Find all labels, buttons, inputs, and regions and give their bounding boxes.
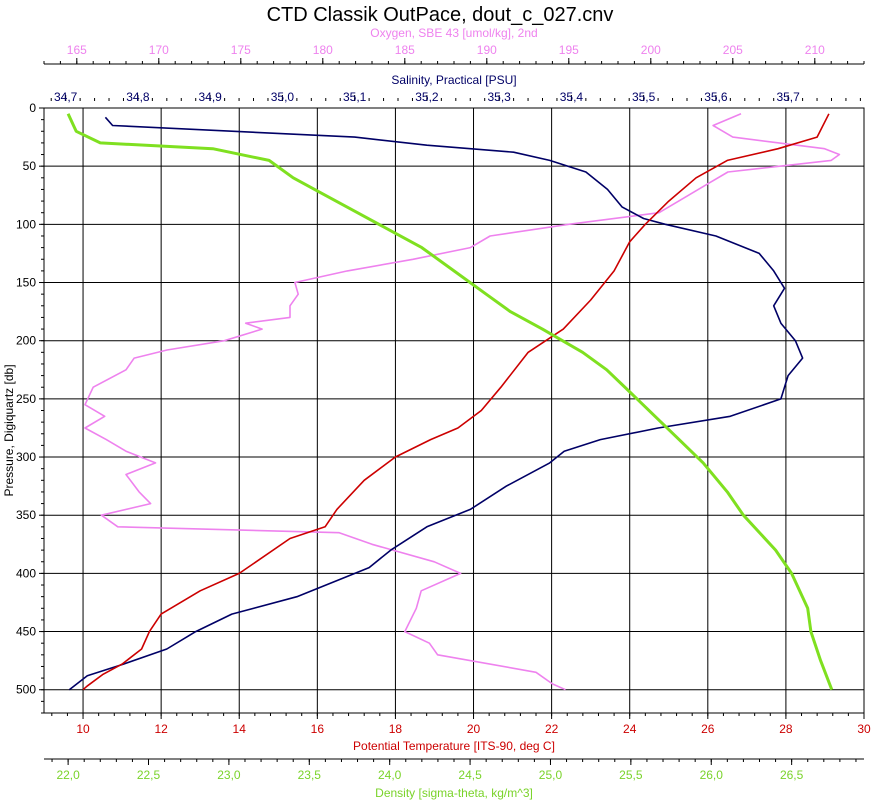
- oxygen-tick-label: 200: [641, 43, 661, 57]
- oxygen-tick-label: 190: [477, 43, 497, 57]
- salinity-tick-label: 35,2: [415, 90, 439, 104]
- density-tick-label: 26,5: [780, 768, 804, 782]
- y-tick-label: 400: [16, 566, 36, 580]
- oxygen-tick-label: 175: [231, 43, 251, 57]
- salinity-tick-label: 35,5: [632, 90, 656, 104]
- y-tick-label: 300: [16, 450, 36, 464]
- oxygen-tick-label: 165: [67, 43, 87, 57]
- salinity-axis-title: Salinity, Practical [PSU]: [391, 73, 516, 87]
- salinity-tick-label: 35,1: [343, 90, 367, 104]
- y-tick-label: 450: [16, 625, 36, 639]
- salinity-tick-label: 34,8: [126, 90, 150, 104]
- salinity-tick-label: 34,9: [198, 90, 222, 104]
- temperature-axis-title: Potential Temperature [ITS-90, deg C]: [353, 739, 555, 753]
- density-tick-label: 23,0: [217, 768, 241, 782]
- oxygen-tick-label: 185: [395, 43, 415, 57]
- axes-layer: 0 50 100 150 200 250 300 350 400 450 500 Pressure, …: [2, 26, 871, 800]
- temperature-tick-label: 12: [154, 722, 168, 736]
- chart-title: CTD Classik OutPace, dout_c_027.cnv: [267, 4, 614, 26]
- y-tick-label: 50: [23, 159, 37, 173]
- temperature-tick-label: 22: [545, 722, 559, 736]
- plot-frame: [43, 107, 865, 714]
- salinity-tick-label: 35,0: [271, 90, 295, 104]
- temperature-tick-label: 26: [701, 722, 715, 736]
- salinity-tick-label: 35,3: [487, 90, 511, 104]
- temperature-tick-label: 20: [467, 722, 481, 736]
- y-tick-label: 200: [16, 334, 36, 348]
- oxygen-tick-label: 195: [559, 43, 579, 57]
- temperature-tick-label: 28: [779, 722, 793, 736]
- oxygen-tick-label: 170: [149, 43, 169, 57]
- series-layer: [66, 113, 841, 691]
- salinity-tick-label: 35,7: [776, 90, 800, 104]
- temperature-tick-label: 18: [389, 722, 403, 736]
- temperature-tick-label: 16: [311, 722, 325, 736]
- oxygen-tick-label: 180: [313, 43, 333, 57]
- oxygen-tick-label: 210: [805, 43, 825, 57]
- density-tick-label: 25,0: [539, 768, 563, 782]
- density-tick-label: 22,5: [137, 768, 161, 782]
- density-tick-label: 24,5: [458, 768, 482, 782]
- density-tick-label: 23,5: [298, 768, 322, 782]
- oxygen-tick-label: 205: [723, 43, 743, 57]
- y-tick-label: 150: [16, 276, 36, 290]
- y-tick-label: 100: [16, 217, 36, 231]
- temperature-tick-label: 10: [76, 722, 90, 736]
- y-tick-label: 250: [16, 392, 36, 406]
- y-tick-label: 0: [29, 101, 36, 115]
- y-tick-label: 350: [16, 508, 36, 522]
- temperature-series-line: [82, 113, 830, 691]
- density-series-line: [66, 113, 834, 691]
- density-axis-title: Density [sigma-theta, kg/m^3]: [375, 786, 533, 800]
- density-tick-label: 26,0: [700, 768, 724, 782]
- y-tick-label: 500: [16, 683, 36, 697]
- salinity-tick-label: 34,7: [54, 90, 78, 104]
- y-axis-title: Pressure, Digiquartz [db]: [2, 364, 16, 496]
- density-tick-label: 24,0: [378, 768, 402, 782]
- density-tick-label: 22,0: [56, 768, 80, 782]
- salinity-series-line: [68, 116, 804, 691]
- density-tick-label: 25,5: [619, 768, 643, 782]
- temperature-tick-label: 24: [623, 722, 637, 736]
- salinity-tick-label: 35,4: [560, 90, 584, 104]
- grid-layer: [44, 108, 864, 713]
- oxygen-axis-title: Oxygen, SBE 43 [umol/kg], 2nd: [370, 26, 537, 40]
- oxygen-series-line: [84, 113, 841, 691]
- salinity-tick-label: 35,6: [704, 90, 728, 104]
- temperature-tick-label: 30: [857, 722, 871, 736]
- temperature-tick-label: 14: [233, 722, 247, 736]
